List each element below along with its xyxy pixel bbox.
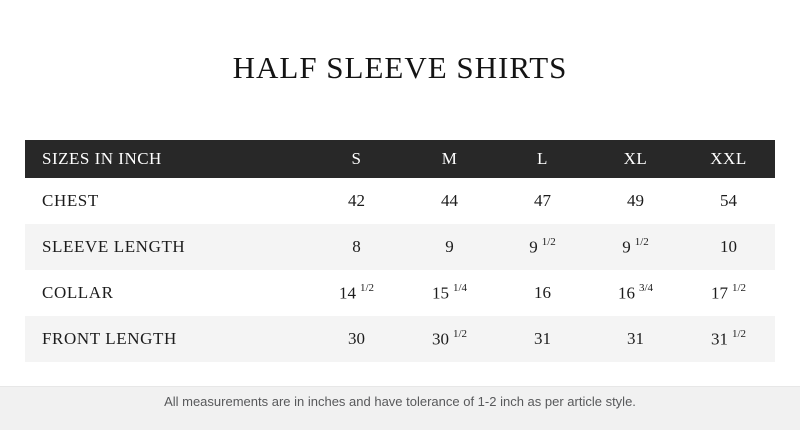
fraction: 1/2 — [731, 281, 747, 294]
header-cell-size-s: S — [351, 149, 362, 168]
header-cell-size-l: L — [537, 149, 548, 168]
measurement-cell: 16 — [534, 283, 551, 302]
tolerance-note: All measurements are in inches and have … — [164, 394, 636, 409]
measurement-cell: 9 — [445, 237, 454, 256]
measurement-cell: 31 1/2 — [710, 327, 747, 349]
fraction: 1/2 — [359, 281, 375, 294]
header-cell-size-xl: XL — [623, 149, 648, 168]
measurement-cell: 31 — [627, 329, 644, 348]
fraction: 3/4 — [638, 281, 654, 294]
measurement-cell: 17 1/2 — [710, 281, 747, 303]
measurement-cell: 14 1/2 — [338, 281, 375, 303]
measurement-cell: 10 — [720, 237, 737, 256]
row-label: SLEEVE LENGTH — [42, 237, 186, 256]
fraction: 1/2 — [541, 235, 556, 248]
row-label: FRONT LENGTH — [42, 329, 177, 348]
header-cell-size-xxl: XXL — [710, 149, 747, 168]
header-cell-size-m: M — [441, 149, 458, 168]
size-table-header: SIZES IN INCH S M L XL XXL — [25, 140, 775, 178]
fraction: 1/2 — [731, 327, 747, 340]
row-label: COLLAR — [42, 283, 114, 302]
measurement-cell: 30 — [348, 329, 365, 348]
measurement-cell: 44 — [441, 191, 458, 210]
measurement-cell: 42 — [348, 191, 365, 210]
size-chart-table: SIZES IN INCH S M L XL XXL CHEST 42 44 47 49 54 SLE… — [25, 140, 775, 362]
page-title: HALF SLEEVE SHIRTS — [232, 50, 568, 85]
size-table-body: CHEST 42 44 47 49 54 SLEEVE LENGTH 8 9 9 1/2 9 1/2 10… — [25, 178, 775, 362]
measurement-cell: 31 — [534, 329, 551, 348]
row-label: CHEST — [42, 191, 99, 210]
header-cell-sizes-in-inch: SIZES IN INCH — [42, 149, 162, 168]
measurement-cell: 30 1/2 — [431, 327, 468, 349]
fraction: 1/2 — [634, 235, 649, 248]
table-row: CHEST 42 44 47 49 54 — [25, 178, 775, 224]
measurement-cell: 15 1/4 — [431, 281, 468, 303]
measurement-cell: 8 — [352, 237, 361, 256]
measurement-cell: 49 — [627, 191, 644, 210]
fraction: 1/4 — [452, 281, 468, 294]
table-row: COLLAR 14 1/2 15 1/4 16 16 3/4 17 1/2 — [25, 270, 775, 316]
footer-bar: All measurements are in inches and have … — [0, 386, 800, 430]
measurement-cell: 54 — [720, 191, 737, 210]
measurement-cell: 9 1/2 — [529, 235, 556, 257]
measurement-cell: 47 — [534, 191, 551, 210]
measurement-cell: 9 1/2 — [622, 235, 649, 257]
measurement-cell: 16 3/4 — [617, 281, 654, 303]
fraction: 1/2 — [452, 327, 468, 340]
table-row: FRONT LENGTH 30 30 1/2 31 31 31 1/2 — [25, 316, 775, 362]
table-row: SLEEVE LENGTH 8 9 9 1/2 9 1/2 10 — [25, 224, 775, 270]
